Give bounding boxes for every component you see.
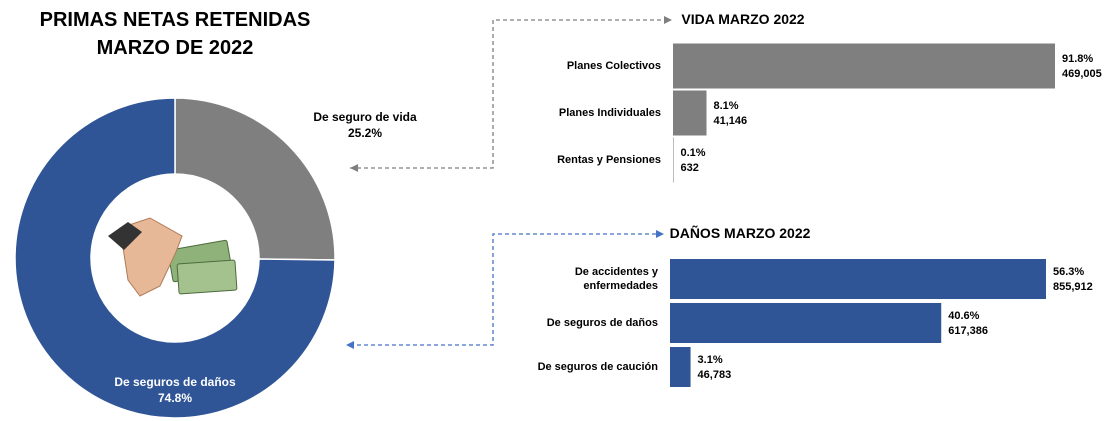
value-label: 41,146 [714,114,748,128]
slice-value: 25.2% [300,126,430,140]
bar [670,259,1046,299]
chart-title: PRIMAS NETAS RETENIDAS MARZO DE 2022 [20,6,330,62]
value-label: 632 [681,161,699,175]
bar [673,91,707,136]
category-label: Rentas y Pensiones [523,153,661,167]
value-label: 855,912 [1053,280,1093,294]
share-label: 3.1% [698,353,723,367]
category-label: De accidentes y enfermedades [520,265,658,293]
value-label: 617,386 [948,324,988,338]
share-label: 56.3% [1053,265,1084,279]
bar [670,303,941,343]
share-label: 8.1% [714,99,739,113]
bar [673,44,1055,89]
category-label: De seguros de caución [520,360,658,374]
category-label: Planes Colectivos [523,59,661,73]
chart-title: DAÑOS MARZO 2022 [590,226,890,240]
category-label: Planes Individuales [523,106,661,120]
share-label: 40.6% [948,309,979,323]
slice-label: De seguro de vida [300,110,430,124]
bar [673,138,674,183]
connector [350,20,668,168]
arrow-head [346,341,354,349]
arrow-head [350,164,358,172]
chart-title: VIDA MARZO 2022 [593,12,893,26]
bar [670,347,691,387]
slice-label: De seguros de daños [90,375,260,389]
page: PRIMAS NETAS RETENIDAS MARZO DE 2022 De s… [0,0,1112,421]
category-label: De seguros de daños [520,316,658,330]
share-label: 0.1% [681,146,706,160]
share-label: 91.8% [1062,52,1093,66]
slice-value: 74.8% [90,391,260,405]
money-icon [108,218,237,296]
value-label: 46,783 [698,368,732,382]
value-label: 469,005 [1062,67,1102,81]
